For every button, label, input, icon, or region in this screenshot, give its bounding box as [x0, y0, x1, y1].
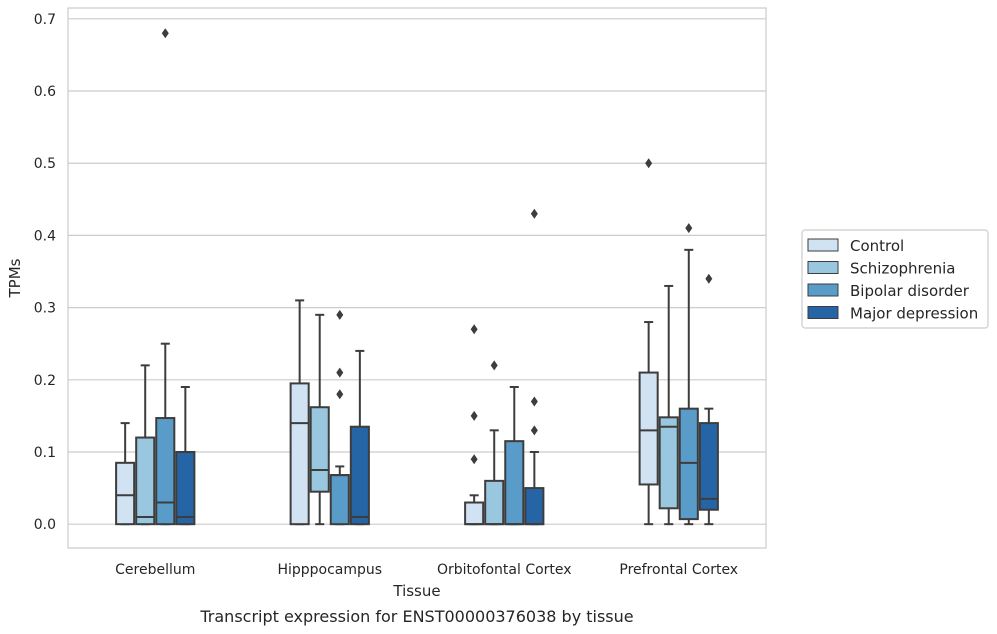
- y-tick-label: 0.0: [34, 517, 56, 533]
- x-axis-title: Tissue: [392, 582, 440, 600]
- box-schizophrenia: [309, 313, 330, 526]
- iqr-box: [504, 440, 525, 526]
- iqr-box: [289, 382, 310, 526]
- legend-swatch: [807, 261, 839, 274]
- box-control: [289, 299, 310, 526]
- y-tick-label: 0.4: [34, 228, 56, 244]
- iqr-box: [309, 406, 330, 493]
- legend-label: Control: [850, 237, 904, 255]
- box-bipolar-disorder: [678, 223, 699, 526]
- legend-box: [801, 229, 989, 329]
- box-bipolar-disorder: [329, 309, 350, 526]
- iqr-box: [484, 479, 505, 526]
- y-axis-title: TPMs: [6, 258, 24, 298]
- outlier-point: [470, 454, 478, 465]
- iqr-box: [638, 371, 659, 486]
- outlier-point: [161, 28, 169, 39]
- outlier-point: [336, 389, 344, 400]
- iqr-box: [175, 450, 196, 526]
- box-schizophrenia: [658, 284, 679, 526]
- y-tick-label: 0.1: [34, 445, 56, 461]
- x-tick-label: Cerebellum: [115, 562, 195, 578]
- iqr-box: [349, 425, 370, 526]
- box-control: [464, 324, 485, 526]
- x-tick-label: Hipppocampus: [277, 562, 382, 578]
- box-major-depression: [175, 386, 196, 526]
- legend: Control Schizophrenia Bipolar disorder Majo…: [801, 229, 989, 329]
- box-control: [115, 422, 136, 526]
- box-schizophrenia: [484, 360, 505, 526]
- box-bipolar-disorder: [155, 28, 176, 526]
- x-tick-label: Prefrontal Cortex: [619, 562, 738, 578]
- y-axis-ticks: 0.0 0.1 0.2 0.3 0.4 0.5 0.6 0.7: [34, 12, 56, 533]
- box-control: [638, 158, 659, 526]
- y-tick-label: 0.7: [34, 12, 56, 28]
- x-tick-label: Orbitofontal Cortex: [437, 562, 572, 578]
- y-tick-label: 0.2: [34, 373, 56, 389]
- iqr-box: [698, 422, 719, 511]
- iqr-box: [678, 407, 699, 521]
- legend-swatch: [807, 238, 839, 252]
- y-tick-label: 0.5: [34, 156, 56, 172]
- y-tick-label: 0.6: [34, 84, 56, 100]
- y-tick-label: 0.3: [34, 301, 56, 317]
- outlier-point: [336, 367, 344, 378]
- iqr-box: [135, 436, 156, 526]
- box-schizophrenia: [135, 364, 156, 526]
- box-bipolar-disorder: [504, 386, 525, 526]
- chart-caption: Transcript expression for ENST0000037603…: [199, 607, 633, 626]
- outlier-point: [530, 396, 538, 407]
- box-major-depression: [698, 273, 719, 526]
- legend-swatch: [807, 306, 839, 319]
- box-groups: [115, 28, 719, 526]
- outlier-point: [530, 208, 538, 219]
- plot-frame: [67, 7, 767, 549]
- box-major-depression: [524, 208, 545, 526]
- iqr-box: [115, 461, 136, 526]
- iqr-box: [658, 416, 679, 510]
- iqr-box: [329, 474, 350, 526]
- legend-label: Major depression: [850, 305, 978, 323]
- iqr-box: [524, 487, 545, 526]
- outlier-point: [470, 324, 478, 335]
- outlier-point: [685, 223, 693, 234]
- outlier-point: [336, 309, 344, 320]
- outlier-point: [530, 425, 538, 436]
- outlier-point: [490, 360, 498, 371]
- legend-label: Bipolar disorder: [850, 282, 970, 300]
- x-axis-ticks: Cerebellum Hipppocampus Orbitofontal Corte…: [115, 562, 738, 578]
- legend-label: Schizophrenia: [850, 260, 955, 278]
- legend-swatch: [807, 283, 839, 297]
- iqr-box: [464, 501, 485, 526]
- outlier-point: [705, 273, 713, 284]
- iqr-box: [155, 417, 176, 526]
- box-major-depression: [349, 349, 370, 526]
- outlier-point: [645, 158, 653, 169]
- outlier-point: [470, 410, 478, 421]
